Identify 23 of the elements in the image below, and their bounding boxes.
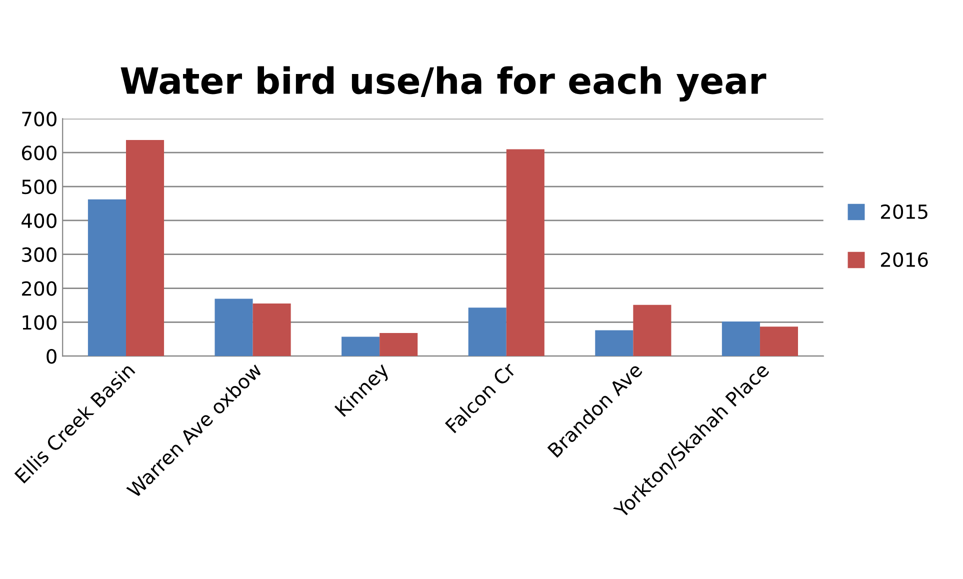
y-tick-label: 400: [22, 213, 56, 228]
bar: [88, 199, 126, 356]
bar: [760, 326, 798, 356]
y-tick-label: 200: [22, 281, 56, 296]
bar: [126, 140, 164, 356]
bar: [252, 304, 291, 356]
bar: [595, 330, 634, 356]
bar: [380, 333, 418, 356]
bar: [214, 298, 253, 356]
y-tick-label: 700: [22, 112, 56, 126]
bar: [342, 336, 380, 356]
y-tick-label: 600: [22, 146, 56, 160]
y-tick-label: 300: [22, 247, 56, 262]
legend-label: 2016: [881, 252, 928, 268]
bar: [633, 304, 672, 356]
y-tick-label: 500: [22, 179, 56, 194]
y-tick-label: 0: [46, 349, 56, 364]
bar: [506, 149, 544, 356]
legend-label: 2015: [881, 204, 928, 220]
y-tick-label: 100: [22, 315, 56, 330]
chart-title: Water bird use/ha for each year: [120, 66, 766, 102]
bar: [722, 321, 760, 356]
bar: [468, 308, 506, 356]
